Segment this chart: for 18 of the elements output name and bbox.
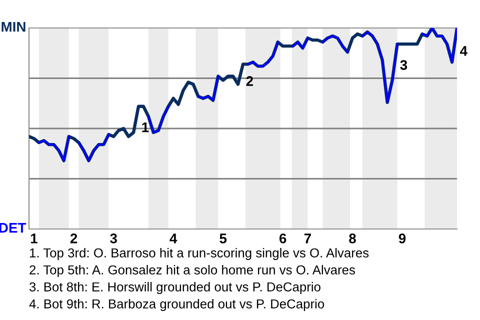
x-tick-label: 8 (349, 234, 356, 244)
x-tick-label: 5 (220, 234, 227, 244)
x-tick-label: 7 (304, 234, 311, 244)
x-tick-label: 2 (70, 234, 78, 244)
text: 4 (460, 46, 468, 56)
x-tick-label: 3 (110, 234, 117, 244)
text: 1. Top 3rd: O. Barroso hit a run-scoring single vs O. Alvares (30, 248, 369, 260)
text: 3. Bot 8th: E. Horswill grounded out vs P. DeCaprio (29, 282, 320, 294)
x-tick-label: 9 (398, 234, 406, 244)
annotation: 2 (246, 76, 253, 86)
text: 2. Top 5th: A. Gonsalez hit a solo home run vs O. Alvares (30, 264, 355, 278)
annotation: 1 (142, 122, 149, 132)
text: 4. Bot 9th: R. Barboza grounded out vs P. DeCaprio (29, 298, 324, 312)
x-tick-label: 4 (170, 234, 178, 244)
text: MIN (2, 22, 26, 32)
x-tick-label: 6 (279, 234, 286, 244)
x-tick-label: 1 (30, 234, 38, 244)
annotation: 3 (400, 60, 408, 70)
